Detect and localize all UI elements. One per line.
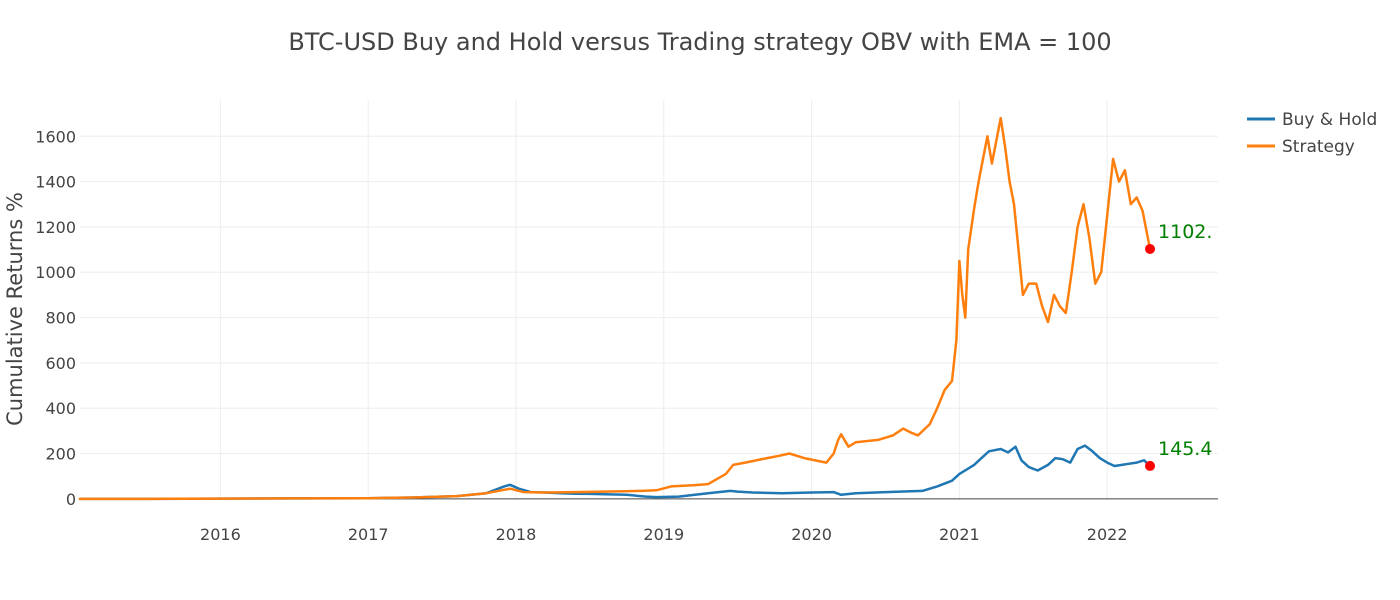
series-line-buy-hold (78, 444, 1152, 501)
grid (80, 100, 1218, 500)
y-tick-label: 1000 (35, 263, 76, 282)
legend[interactable]: Buy & Hold Strategy (1247, 110, 1377, 157)
y-tick-label: 1400 (35, 173, 76, 192)
y-tick-label: 1200 (35, 218, 76, 237)
x-tick-label: 2019 (643, 525, 684, 544)
end-point-marker (1145, 460, 1156, 471)
x-tick-label: 2021 (939, 525, 980, 544)
end-point-marker (1145, 243, 1156, 254)
y-tick-label: 0 (66, 490, 76, 509)
y-tick-label: 1600 (35, 127, 76, 146)
legend-item[interactable]: Buy & Hold (1247, 110, 1377, 130)
y-tick-label: 400 (45, 399, 76, 418)
x-tick-label: 2016 (200, 525, 241, 544)
y-tick-label: 800 (45, 309, 76, 328)
chart-title: BTC-USD Buy and Hold versus Trading stra… (288, 28, 1111, 56)
y-tick-label: 200 (45, 445, 76, 464)
legend-label: Buy & Hold (1282, 110, 1377, 130)
series-line-strategy (78, 116, 1152, 501)
axes: 0 200 400 600 800 1000 1200 1400 1600 2016 2017 201… (35, 127, 1218, 544)
series-lines (78, 116, 1152, 501)
end-value-label: 145.4 (1158, 438, 1212, 460)
y-tick-label: 600 (45, 354, 76, 373)
legend-label: Strategy (1282, 137, 1355, 157)
legend-item[interactable]: Strategy (1247, 137, 1355, 157)
y-axis-label: Cumulative Returns % (3, 192, 27, 426)
end-labels: 1102. 145.4 (1145, 221, 1212, 471)
x-tick-label: 2020 (791, 525, 832, 544)
x-tick-label: 2017 (348, 525, 389, 544)
x-tick-label: 2018 (496, 525, 537, 544)
end-value-label: 1102. (1158, 221, 1212, 243)
x-tick-label: 2022 (1087, 525, 1128, 544)
